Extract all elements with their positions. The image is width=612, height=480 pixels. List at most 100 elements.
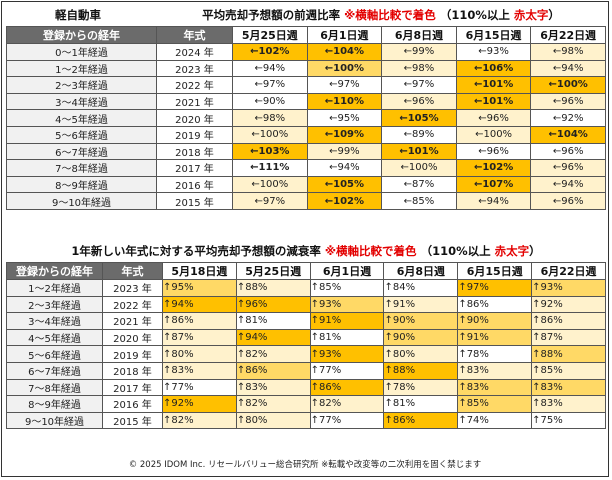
ratio-cell: ↑91% (309, 312, 385, 330)
table-row: 3～4年経過 2021 年 ↑86% ↑81% ↑91% ↑90% ↑90% ↑86% (6, 312, 606, 330)
ratio-cell: ↑82% (162, 411, 237, 430)
ratio-cell: ↑94% (162, 295, 237, 314)
model-year-cell: 2017 年 (156, 159, 233, 177)
ratio-cell: ←95% (306, 109, 383, 127)
table-row: 5～6年経過 2019 年 ←100% ←109% ←89% ←100% ←104% (6, 125, 606, 144)
ratio-cell: ←101% (455, 76, 532, 94)
copyright-footer: © 2025 IDOM Inc. リセールバリュー総合研究所 ※転載や改変等の二… (128, 460, 482, 470)
ratio-cell: ←94% (232, 59, 308, 78)
table1-title-note: ※横軸比較で着色 (344, 8, 436, 22)
ratio-cell: ↑82% (235, 345, 311, 363)
weekly-ratio-table: 登録からの経年 年式 5月25日週 6月1日週 6月8日週 6月15日週 6月22日週 0～… (6, 26, 606, 210)
table1-header-4: 6月8日週 (381, 26, 457, 44)
ratio-cell: ←100% (232, 175, 308, 194)
ratio-cell: ↑80% (162, 345, 237, 363)
ratio-cell: ←97% (306, 76, 383, 94)
ratio-cell: ↑81% (235, 312, 311, 330)
ratio-cell: ←99% (306, 142, 383, 161)
ratio-cell: ↑83% (531, 378, 606, 397)
table1-title-close: ） (548, 8, 560, 22)
ratio-cell: ←96% (381, 92, 457, 111)
ratio-cell: ↑87% (531, 328, 606, 347)
ratio-cell: ↑77% (309, 361, 385, 380)
table2-title-bar: 1年新しい年式に対する平均売却予想額の減衰率 ※横軸比較で着色 （110%以上 … (6, 242, 606, 260)
table1-header-5: 6月15日週 (455, 26, 532, 44)
elapsed-years-label: 9～10年経過 (6, 192, 157, 210)
ratio-cell: ↑85% (309, 279, 385, 297)
elapsed-years-label: 5～6年経過 (6, 345, 103, 363)
ratio-cell: ↑92% (531, 295, 606, 314)
table1-title-red: 赤太字 (513, 8, 549, 22)
ratio-cell: ←100% (232, 125, 308, 144)
table-row: 0～1年経過 2024 年 ←102% ←104% ←99% ←93% ←98% (6, 43, 606, 61)
table2-title-paren: （110%以上 (420, 244, 491, 258)
table-row: 7～8年経過 2017 年 ←111% ←94% ←100% ←102% ←96% (6, 159, 606, 177)
model-year-cell: 2017 年 (102, 378, 163, 397)
ratio-cell: ↑86% (383, 411, 459, 430)
table-row: 9～10年経過 2015 年 ↑82% ↑80% ↑77% ↑86% ↑74% ↑75% (6, 411, 606, 430)
table-row: 4～5年経過 2020 年 ←98% ←95% ←105% ←96% ←92% (6, 109, 606, 127)
ratio-cell: ↑81% (309, 328, 385, 347)
table-row: 2～3年経過 2022 年 ←97% ←97% ←97% ←101% ←100% (6, 76, 606, 94)
ratio-cell: ↑80% (383, 345, 459, 363)
ratio-cell: ↑96% (235, 295, 311, 314)
ratio-cell: ↑88% (383, 361, 459, 380)
table1-title: 平均売却予想額の前週比率 ※横軸比較で着色 （110%以上 赤太字） (156, 6, 606, 24)
table-row: 8～9年経過 2016 年 ←100% ←105% ←87% ←107% ←94% (6, 175, 606, 194)
table1-header-0: 登録からの経年 (6, 26, 157, 44)
ratio-cell: ↑81% (383, 395, 459, 413)
ratio-cell: ↑83% (457, 378, 533, 397)
ratio-cell: ↑77% (162, 378, 237, 397)
ratio-cell: ←99% (381, 43, 457, 61)
ratio-cell: ↑84% (383, 279, 459, 297)
ratio-cell: ←96% (455, 142, 532, 161)
table2-header-4: 6月1日週 (309, 262, 385, 280)
table1-header-3: 6月1日週 (306, 26, 383, 44)
ratio-cell: ←96% (530, 92, 606, 111)
table2-header-3: 5月25日週 (235, 262, 311, 280)
elapsed-years-label: 7～8年経過 (6, 378, 103, 397)
table-row: 6～7年経過 2018 年 ↑83% ↑86% ↑77% ↑88% ↑83% ↑85% (6, 361, 606, 380)
ratio-cell: ←102% (455, 159, 532, 177)
model-year-cell: 2023 年 (102, 279, 163, 297)
model-year-cell: 2020 年 (156, 109, 233, 127)
ratio-cell: ↑87% (162, 328, 237, 347)
ratio-cell: ←96% (530, 159, 606, 177)
elapsed-years-label: 9～10年経過 (6, 411, 103, 430)
ratio-cell: ↑83% (457, 361, 533, 380)
table-row: 1～2年経過 2023 年 ↑95% ↑88% ↑85% ↑84% ↑97% ↑93% (6, 279, 606, 297)
ratio-cell: ←106% (455, 59, 532, 78)
ratio-cell: ↑86% (531, 312, 606, 330)
ratio-cell: ↑88% (531, 345, 606, 363)
ratio-cell: ←96% (530, 142, 606, 161)
ratio-cell: ←105% (306, 175, 383, 194)
ratio-cell: ↑83% (235, 378, 311, 397)
ratio-cell: ←98% (530, 43, 606, 61)
ratio-cell: ↑86% (162, 312, 237, 330)
elapsed-years-label: 0～1年経過 (6, 43, 157, 61)
ratio-cell: ←109% (306, 125, 383, 144)
model-year-cell: 2019 年 (102, 345, 163, 363)
ratio-cell: ←110% (306, 92, 383, 111)
model-year-cell: 2016 年 (102, 395, 163, 413)
ratio-cell: ↑86% (309, 378, 385, 397)
elapsed-years-label: 6～7年経過 (6, 142, 157, 161)
model-year-cell: 2016 年 (156, 175, 233, 194)
ratio-cell: ↑74% (457, 411, 533, 430)
elapsed-years-label: 8～9年経過 (6, 395, 103, 413)
ratio-cell: ↑93% (531, 279, 606, 297)
table2-header-6: 6月15日週 (457, 262, 533, 280)
ratio-cell: ↑85% (457, 395, 533, 413)
elapsed-years-label: 2～3年経過 (6, 76, 157, 94)
model-year-cell: 2023 年 (156, 59, 233, 78)
ratio-cell: ←89% (381, 125, 457, 144)
ratio-cell: ←97% (381, 76, 457, 94)
ratio-cell: ←102% (306, 192, 383, 210)
ratio-cell: ↑94% (235, 328, 311, 347)
ratio-cell: ↑83% (162, 361, 237, 380)
table1-title-bar: 軽自動車 平均売却予想額の前週比率 ※横軸比較で着色 （110%以上 赤太字） (6, 6, 606, 24)
ratio-cell: ←98% (381, 59, 457, 78)
ratio-cell: ←96% (530, 192, 606, 210)
ratio-cell: ↑82% (309, 395, 385, 413)
